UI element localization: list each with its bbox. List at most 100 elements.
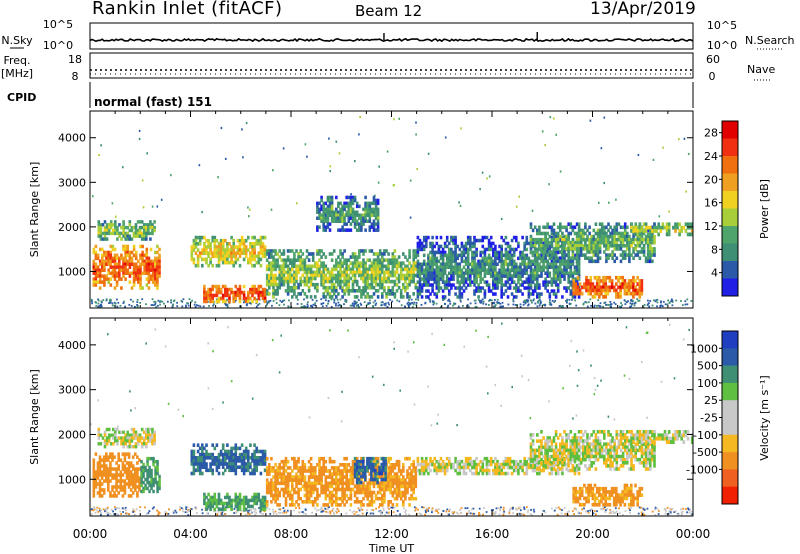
echo-cell xyxy=(640,240,644,245)
echo-cell xyxy=(94,470,98,474)
echo-cell xyxy=(149,262,153,266)
echo-cell xyxy=(307,267,311,272)
echo-cell xyxy=(517,280,520,284)
echo-cell xyxy=(481,259,485,264)
scatter-cell xyxy=(562,387,564,390)
echo-cell xyxy=(330,267,334,272)
echo-cell xyxy=(314,273,317,278)
echo-cell xyxy=(569,262,573,266)
echo-cell xyxy=(140,480,143,485)
echo-cell xyxy=(105,464,108,468)
echo-cell xyxy=(378,252,382,256)
echo-cell xyxy=(196,235,200,240)
echo-cell xyxy=(316,289,319,293)
echo-cell xyxy=(111,455,114,459)
echo-cell xyxy=(613,237,616,242)
scatter-cell xyxy=(274,510,277,513)
scatter-cell xyxy=(549,299,551,301)
echo-cell xyxy=(293,276,296,281)
echo-cell xyxy=(437,247,441,252)
echo-cell xyxy=(580,285,584,290)
echo-cell xyxy=(402,261,405,265)
echo-cell xyxy=(492,268,495,272)
echo-cell xyxy=(118,268,121,272)
echo-cell xyxy=(500,259,503,264)
scatter-cell xyxy=(637,512,640,515)
echo-cell xyxy=(366,219,369,223)
echo-cell xyxy=(192,248,196,252)
echo-cell xyxy=(96,491,100,495)
echo-cell xyxy=(339,270,342,275)
echo-cell xyxy=(540,271,543,275)
echo-cell xyxy=(640,288,644,293)
echo-cell xyxy=(295,267,298,272)
echo-cell xyxy=(316,264,319,269)
scatter-cell xyxy=(266,302,269,305)
echo-cell xyxy=(349,267,353,272)
echo-cell xyxy=(192,245,196,249)
echo-cell xyxy=(598,231,602,236)
echo-cell xyxy=(253,251,256,255)
echo-cell xyxy=(494,274,497,278)
echo-cell xyxy=(129,488,133,492)
scatter-cell xyxy=(182,298,185,301)
echo-cell xyxy=(410,264,413,269)
echo-cell xyxy=(546,274,549,278)
echo-cell xyxy=(565,240,568,245)
scatter-cell xyxy=(100,509,103,512)
echo-cell xyxy=(136,234,140,238)
echo-cell xyxy=(259,263,263,268)
echo-cell xyxy=(544,244,547,248)
echo-cell xyxy=(129,461,133,465)
echo-cell xyxy=(554,253,558,257)
scatter-cell xyxy=(577,511,580,514)
echo-cell xyxy=(569,240,573,245)
scatter-cell xyxy=(548,303,551,306)
echo-cell xyxy=(563,262,566,266)
echo-cell xyxy=(452,241,455,246)
echo-cell xyxy=(479,286,482,290)
scatter-cell xyxy=(111,302,114,305)
echo-cell xyxy=(481,244,485,249)
scatter-cell xyxy=(464,507,467,510)
echo-cell xyxy=(143,253,146,258)
echo-cell xyxy=(651,247,654,251)
echo-cell xyxy=(414,285,418,290)
echo-cell xyxy=(500,235,503,240)
scatter-cell xyxy=(537,299,540,302)
echo-cell xyxy=(412,292,415,296)
scatter-cell xyxy=(170,301,172,304)
echo-cell xyxy=(142,480,145,485)
echo-cell xyxy=(445,238,449,243)
echo-cell xyxy=(335,289,338,293)
scatter-cell xyxy=(99,509,101,512)
scatter-cell xyxy=(630,298,633,301)
echo-cell xyxy=(111,271,115,275)
echo-cell xyxy=(123,455,127,459)
echo-cell xyxy=(347,201,351,206)
echo-cell xyxy=(439,268,443,272)
echo-cell xyxy=(130,228,134,233)
echo-cell xyxy=(94,256,98,261)
echo-cell xyxy=(621,240,625,245)
scatter-cell xyxy=(437,413,439,416)
echo-cell xyxy=(320,255,323,259)
echo-cell xyxy=(412,261,415,265)
echo-cell xyxy=(114,220,117,224)
scatter-cell xyxy=(494,512,497,515)
scatter-cell xyxy=(669,511,672,513)
scatter-cell xyxy=(670,298,673,301)
echo-cell xyxy=(462,271,466,275)
echo-cell xyxy=(154,271,157,275)
echo-cell xyxy=(128,253,132,258)
echo-cell xyxy=(443,265,447,269)
scatter-cell xyxy=(282,300,284,302)
echo-cell xyxy=(626,231,629,236)
echo-cell xyxy=(236,293,240,298)
echo-cell xyxy=(500,247,503,252)
scatter-cell xyxy=(109,301,112,304)
echo-cell xyxy=(443,280,447,284)
echo-cell xyxy=(556,271,560,275)
echo-cell xyxy=(577,247,581,251)
echo-cell xyxy=(376,295,380,299)
